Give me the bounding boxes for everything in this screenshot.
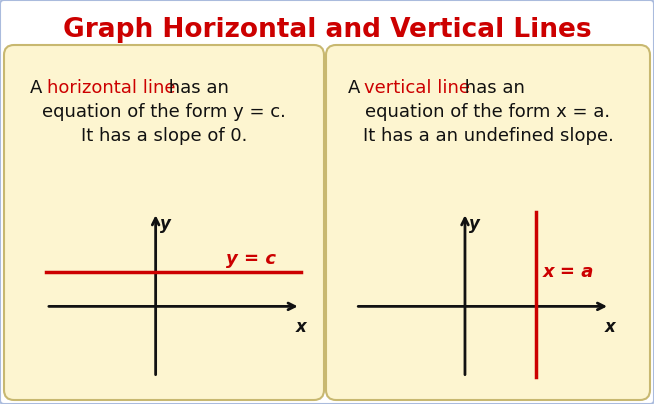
Text: vertical line: vertical line bbox=[364, 79, 470, 97]
Text: x = a: x = a bbox=[543, 263, 594, 280]
Text: equation of the form x = a.: equation of the form x = a. bbox=[366, 103, 611, 121]
Text: A: A bbox=[30, 79, 48, 97]
Text: y: y bbox=[160, 215, 171, 233]
Text: y = c: y = c bbox=[226, 250, 277, 268]
Text: x: x bbox=[604, 318, 615, 336]
Text: has an: has an bbox=[459, 79, 525, 97]
Text: Graph Horizontal and Vertical Lines: Graph Horizontal and Vertical Lines bbox=[63, 17, 591, 43]
FancyBboxPatch shape bbox=[4, 45, 324, 400]
Text: has an: has an bbox=[163, 79, 229, 97]
Text: y: y bbox=[469, 215, 480, 233]
Text: A: A bbox=[348, 79, 366, 97]
FancyBboxPatch shape bbox=[326, 45, 650, 400]
Text: It has a slope of 0.: It has a slope of 0. bbox=[81, 127, 247, 145]
Text: It has a an undefined slope.: It has a an undefined slope. bbox=[362, 127, 613, 145]
Text: x: x bbox=[295, 318, 306, 336]
Text: horizontal line: horizontal line bbox=[47, 79, 175, 97]
Text: equation of the form y = c.: equation of the form y = c. bbox=[42, 103, 286, 121]
